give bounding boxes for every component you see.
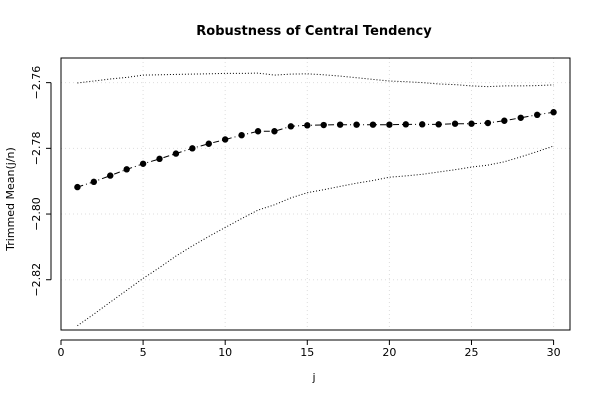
trimmed-mean-point [254, 128, 262, 135]
x-tick-label: 25 [464, 346, 478, 359]
trimmed-mean-point [501, 117, 508, 124]
trimmed-mean-point [189, 145, 196, 152]
trimmed-mean-point [205, 140, 212, 147]
trimmed-mean-point [221, 136, 229, 143]
trimmed-mean-point [369, 121, 377, 128]
lower-bound-line [77, 145, 554, 327]
trimmed-mean-point [123, 166, 130, 173]
trimmed-mean-point [107, 172, 114, 179]
trimmed-mean-point [468, 120, 475, 127]
trimmed-mean-point [419, 121, 426, 128]
x-tick-label: 30 [547, 346, 561, 359]
x-tick-label: 10 [218, 346, 232, 359]
trimmed-mean-point [238, 131, 245, 139]
trimmed-mean-point [156, 155, 163, 163]
trimmed-mean-point [287, 123, 295, 130]
trimmed-mean-point [484, 119, 492, 127]
y-tick-label: −2.82 [30, 263, 43, 297]
trimmed-mean-point [451, 120, 459, 127]
series-layer [74, 72, 557, 327]
x-tick-label: 15 [300, 346, 314, 359]
upper-bound-line [77, 72, 554, 88]
plot-frame [60, 57, 571, 331]
trimmed-mean-point [320, 121, 327, 129]
x-tick-label: 20 [382, 346, 396, 359]
trimmed-mean-point [139, 160, 147, 167]
y-tick-label: −2.76 [30, 66, 43, 100]
trimmed-mean-point [271, 128, 278, 135]
x-tick-label: 5 [140, 346, 147, 359]
chart-title: Robustness of Central Tendency [196, 24, 432, 39]
x-tick-label: 0 [58, 346, 65, 359]
trimmed-mean-point [550, 109, 557, 116]
trimmed-mean-point [336, 121, 344, 128]
trimmed-mean-point [435, 121, 442, 128]
trimmed-mean-point [402, 121, 410, 128]
trimmed-mean-point [90, 178, 98, 186]
y-axis-label: Trimmed Mean(j/n) [4, 147, 17, 252]
trimmed-mean-point [517, 114, 524, 121]
y-tick-label: −2.80 [30, 197, 43, 231]
grid [60, 58, 570, 330]
trimmed-mean-point [353, 121, 360, 128]
y-tick-label: −2.78 [30, 131, 43, 165]
axes: 0 5 10 15 20 25 30 −2.82 −2.80 −2.78 −2.76 [30, 57, 571, 359]
trimmed-mean-point [172, 150, 180, 157]
trimmed-mean-point [386, 121, 393, 128]
x-axis-label: j [311, 371, 315, 384]
trimmed-mean-point [304, 122, 311, 129]
trimmed-mean-line [77, 111, 554, 188]
trimmed-mean-point [533, 111, 541, 119]
trimmed-mean-point [74, 183, 81, 191]
